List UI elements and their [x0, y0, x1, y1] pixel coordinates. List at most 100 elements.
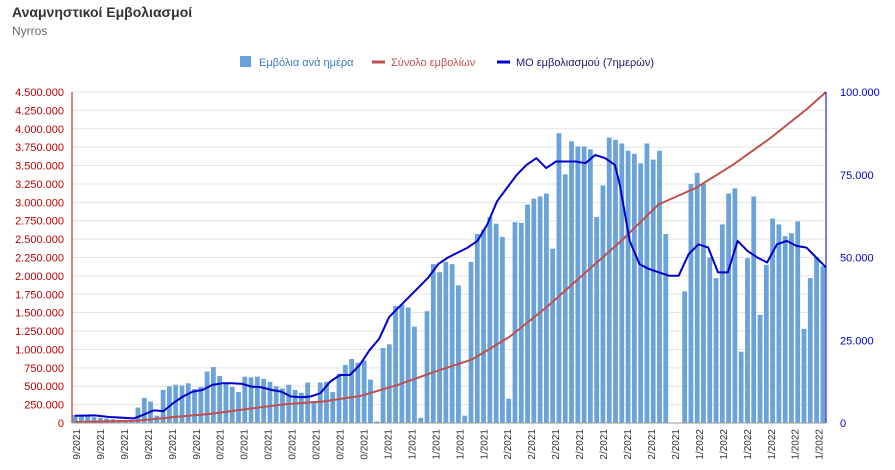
bar: [292, 389, 298, 423]
bar: [556, 133, 562, 424]
x-axis-tick-label: 0/2021: [288, 429, 299, 460]
bar: [210, 367, 216, 423]
bar: [613, 139, 618, 424]
bar: [500, 236, 505, 423]
bar: [443, 261, 449, 423]
left-axis-tick-label: 2.500.000: [15, 234, 64, 246]
x-axis-tick-label: 2/2021: [551, 429, 562, 460]
bar: [368, 379, 373, 423]
chart-subtitle: Nyrros: [12, 24, 48, 38]
bar: [770, 218, 775, 423]
bar: [204, 371, 210, 423]
bar: [562, 174, 568, 423]
right-axis-tick-label: 25.000: [840, 335, 874, 347]
bar: [261, 378, 267, 423]
bar: [129, 421, 135, 423]
bar: [707, 257, 713, 423]
bar: [91, 417, 97, 423]
bar: [380, 347, 386, 423]
x-axis-tick-label: 1/2022: [719, 429, 730, 460]
bar: [487, 217, 493, 423]
x-axis-tick-label: 9/2021: [96, 429, 107, 460]
bar: [412, 326, 417, 423]
series-line: [74, 153, 827, 420]
right-axis-tick-label: 75.000: [840, 170, 874, 182]
x-axis-tick-label: 9/2021: [72, 429, 83, 460]
bar: [801, 328, 807, 423]
bar: [374, 421, 380, 423]
bar: [713, 278, 719, 423]
bar: [732, 188, 738, 423]
left-axis-tick-label: 1.000.000: [15, 344, 64, 356]
bar: [85, 416, 91, 423]
bar: [738, 351, 744, 423]
bar: [135, 407, 141, 423]
left-axis-tick-label: 1.250.000: [15, 326, 64, 338]
left-axis-tick-label: 2.750.000: [15, 216, 64, 228]
x-axis-tick-label: 1/2021: [455, 429, 466, 460]
x-axis-tick-label: 2/2021: [575, 429, 586, 460]
x-axis-tick-label: 9/2021: [120, 429, 131, 460]
bar: [619, 143, 625, 423]
bar: [550, 248, 556, 423]
legend: Εμβόλια ανά ημέρα Σύνολο εμβολίων ΜΟ εμβολ…: [240, 56, 654, 69]
bar: [763, 264, 769, 423]
bar: [625, 150, 631, 423]
bar: [72, 414, 78, 423]
bar: [217, 375, 223, 423]
bar: [795, 221, 801, 423]
x-axis-tick-label: 1/2021: [407, 429, 418, 460]
bar: [663, 233, 669, 423]
right-axis-tick-label: 0: [840, 418, 846, 430]
x-axis-tick-label: 2/2021: [503, 429, 514, 460]
x-axis-tick-label: 1/2022: [791, 429, 802, 460]
bar: [393, 306, 398, 423]
bar: [587, 149, 593, 423]
bar: [424, 311, 430, 423]
x-axis-tick-label: 2/2021: [599, 429, 610, 460]
bar: [575, 146, 581, 424]
bar: [185, 383, 191, 423]
left-axis-tick-label: 3.250.000: [15, 179, 64, 191]
bar: [789, 233, 794, 423]
bar: [141, 397, 147, 423]
left-axis-tick-label: 750.000: [24, 363, 64, 375]
legend-swatch: [240, 56, 251, 67]
bar: [317, 382, 323, 423]
chart-title: Αναμνηστικοί Εμβολιασμοί: [12, 4, 193, 20]
bar: [719, 224, 725, 423]
bar: [657, 150, 662, 423]
legend-entry: Σύνολο εμβολίων: [391, 57, 476, 69]
x-axis-tick-label: 0/2021: [360, 429, 371, 460]
x-axis-tick-label: 0/2021: [336, 429, 347, 460]
bar: [474, 233, 480, 423]
x-axis-tick-label: 0/2021: [240, 429, 251, 460]
x-axis-tick-label: 2/2021: [671, 429, 682, 460]
bar: [418, 417, 424, 423]
bar: [399, 304, 405, 423]
bar: [437, 272, 442, 423]
left-axis-tick-label: 4.250.000: [15, 105, 64, 117]
bar: [192, 389, 197, 423]
bar: [581, 146, 587, 424]
bar: [782, 236, 788, 423]
bar: [430, 264, 436, 423]
left-axis-tick-label: 4.500.000: [15, 87, 64, 99]
bar: [512, 222, 518, 423]
left-axis-tick-label: 3.000.000: [15, 197, 64, 209]
bar: [682, 291, 688, 423]
bar: [726, 193, 731, 423]
bar: [745, 258, 750, 423]
bar: [694, 172, 700, 423]
bar: [236, 392, 241, 423]
right-axis-tick-label: 100.000: [840, 87, 880, 99]
x-axis-tick-label: 2/2021: [647, 429, 658, 460]
bar: [462, 415, 468, 423]
bar: [223, 383, 229, 423]
bar: [229, 386, 235, 423]
bar: [405, 307, 411, 423]
bar: [688, 183, 694, 423]
x-axis-tick-label: 9/2021: [192, 429, 203, 460]
x-axis-tick-label: 0/2021: [312, 429, 323, 460]
